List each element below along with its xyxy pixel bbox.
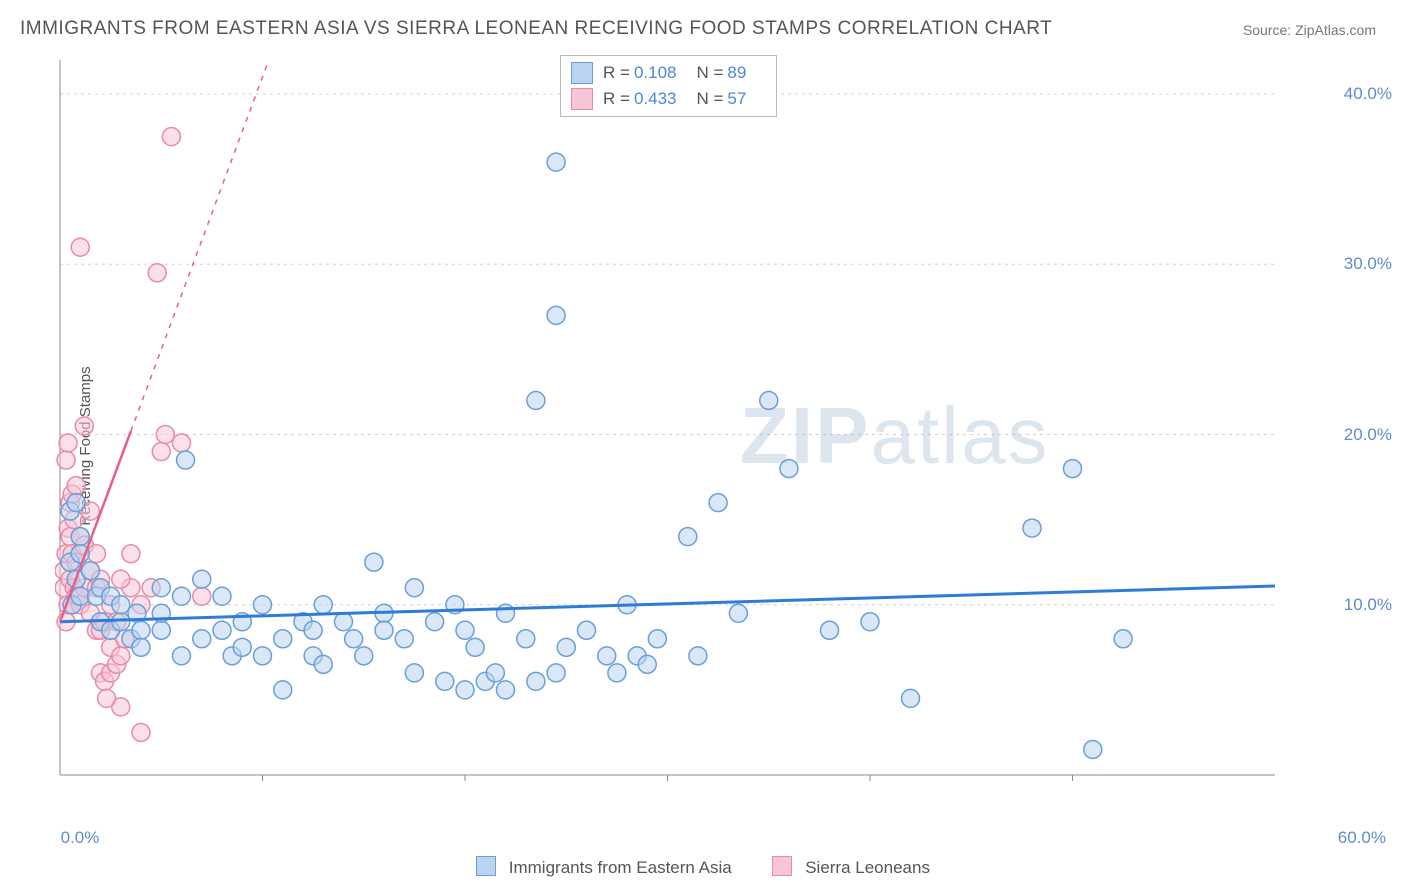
scatter-chart [55, 50, 1330, 810]
r-value-1: 0.108 [634, 63, 677, 83]
correlation-legend: R = 0.108 N = 89 R = 0.433 N = 57 [560, 55, 777, 117]
series-legend: Immigrants from Eastern Asia Sierra Leon… [0, 856, 1406, 878]
legend-item-1: Immigrants from Eastern Asia [476, 858, 736, 877]
y-tick-label: 20.0% [1344, 425, 1392, 445]
x-tick-label: 60.0% [1338, 828, 1386, 848]
source-name: ZipAtlas.com [1295, 22, 1376, 38]
source-attribution: Source: ZipAtlas.com [1243, 22, 1376, 38]
legend-swatch-2 [571, 88, 593, 110]
n-value-2: 57 [727, 89, 746, 109]
n-value-1: 89 [727, 63, 746, 83]
n-label: N = [696, 89, 723, 109]
r-label: R = [603, 89, 630, 109]
legend-swatch-sierra-leone [772, 856, 792, 876]
y-tick-label: 30.0% [1344, 254, 1392, 274]
legend-label-1: Immigrants from Eastern Asia [509, 858, 732, 877]
legend-row-2: R = 0.433 N = 57 [571, 86, 766, 112]
legend-label-2: Sierra Leoneans [805, 858, 930, 877]
r-label: R = [603, 63, 630, 83]
legend-swatch-east-asia [476, 856, 496, 876]
chart-area [55, 50, 1385, 840]
n-label: N = [696, 63, 723, 83]
legend-row-1: R = 0.108 N = 89 [571, 60, 766, 86]
x-tick-label: 0.0% [61, 828, 100, 848]
y-tick-label: 10.0% [1344, 595, 1392, 615]
r-value-2: 0.433 [634, 89, 677, 109]
legend-swatch-1 [571, 62, 593, 84]
y-tick-label: 40.0% [1344, 84, 1392, 104]
legend-item-2: Sierra Leoneans [772, 858, 930, 877]
source-label: Source: [1243, 22, 1291, 38]
page-title: IMMIGRANTS FROM EASTERN ASIA VS SIERRA L… [20, 18, 1052, 40]
